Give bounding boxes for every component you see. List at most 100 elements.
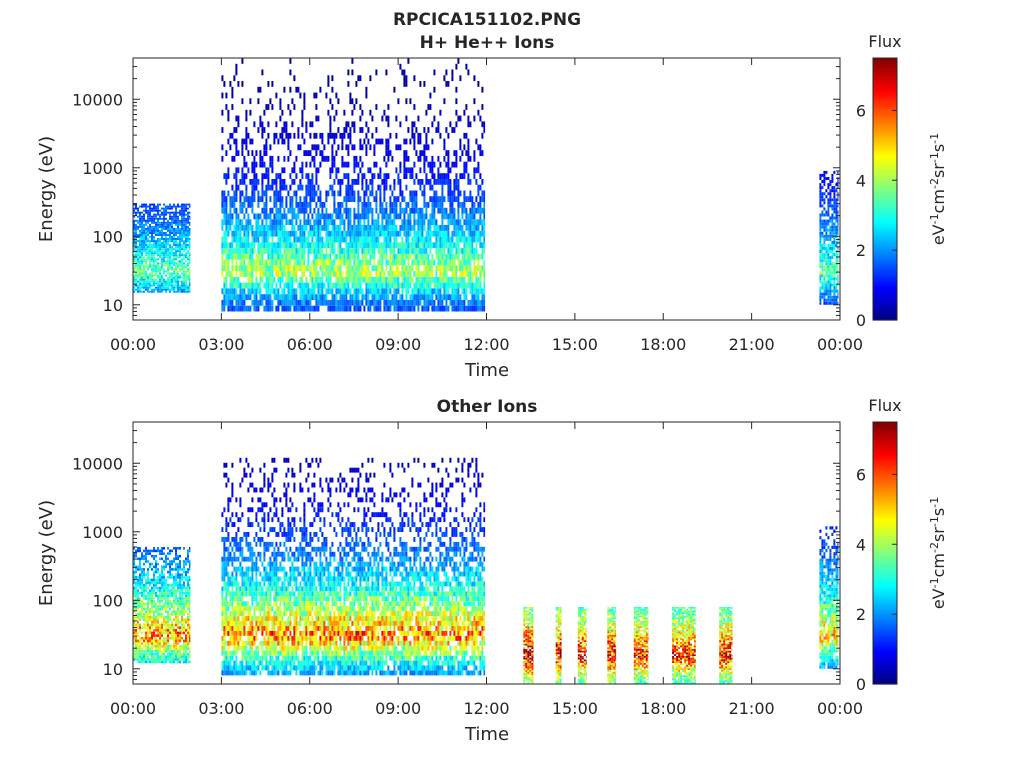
flux-cell	[263, 230, 266, 237]
flux-cell	[147, 570, 149, 574]
flux-cell	[135, 549, 137, 553]
flux-cell	[171, 282, 173, 285]
flux-cell	[155, 650, 157, 653]
flux-cell	[135, 597, 137, 600]
flux-cell	[431, 294, 434, 300]
flux-cell	[401, 242, 404, 249]
flux-cell	[257, 236, 260, 243]
flux-cell	[177, 288, 179, 291]
flux-cell	[259, 213, 262, 220]
flux-cell	[175, 217, 177, 220]
flux-cell	[423, 225, 426, 231]
x-tick-label: 09:00	[375, 335, 421, 354]
flux-cell	[451, 265, 454, 272]
flux-cell	[401, 69, 404, 76]
flux-cell	[459, 115, 462, 122]
flux-cell	[277, 190, 280, 197]
flux-cell	[447, 81, 450, 87]
flux-cell	[249, 109, 252, 116]
flux-cell	[479, 282, 482, 289]
flux-cell	[359, 236, 362, 243]
flux-cell	[281, 299, 284, 306]
flux-cell	[269, 265, 272, 272]
flux-cell	[279, 207, 282, 214]
flux-cell	[359, 265, 362, 272]
flux-cell	[831, 289, 834, 293]
flux-cell	[155, 605, 157, 608]
flux-cell	[821, 268, 824, 272]
flux-cell	[459, 265, 462, 272]
flux-cell	[147, 613, 149, 616]
flux-cell	[143, 227, 145, 230]
flux-cell	[411, 127, 414, 133]
flux-cell	[373, 230, 376, 237]
flux-cell	[825, 213, 828, 217]
flux-cell	[149, 623, 151, 627]
flux-cell	[291, 167, 294, 174]
flux-cell	[345, 202, 348, 208]
flux-cell	[435, 242, 438, 249]
flux-cell	[263, 259, 266, 266]
flux-cell	[275, 219, 278, 226]
flux-cell	[235, 150, 238, 156]
flux-cell	[443, 276, 446, 283]
flux-cell	[139, 264, 141, 267]
flux-cell	[275, 121, 278, 128]
flux-cell	[185, 238, 187, 240]
flux-cell	[429, 248, 432, 254]
flux-cell	[325, 155, 328, 162]
flux-cell	[349, 230, 352, 237]
flux-cell	[313, 155, 316, 162]
flux-cell	[183, 250, 185, 253]
flux-cell	[139, 660, 141, 664]
flux-cell	[173, 278, 175, 281]
flux-cell	[351, 276, 354, 283]
flux-cell	[399, 305, 402, 312]
flux-cell	[175, 262, 177, 265]
flux-cell	[189, 252, 191, 255]
flux-cell	[183, 258, 185, 261]
flux-cell	[445, 294, 448, 300]
flux-cell	[321, 155, 324, 162]
flux-cell	[159, 272, 161, 275]
flux-cell	[441, 276, 444, 283]
flux-cell	[189, 234, 191, 236]
flux-cell	[319, 86, 322, 93]
flux-cell	[141, 605, 143, 608]
flux-cell	[417, 219, 420, 226]
flux-cell	[819, 183, 822, 187]
flux-cell	[389, 242, 392, 249]
flux-cell	[331, 242, 334, 249]
flux-cell	[233, 248, 236, 254]
flux-cell	[189, 290, 191, 293]
flux-cell	[453, 253, 456, 260]
flux-cell	[471, 242, 474, 249]
flux-cell	[349, 190, 352, 197]
colorbar-swatch	[873, 106, 897, 109]
flux-cell	[159, 217, 161, 220]
flux-cell	[147, 290, 149, 293]
flux-cell	[185, 227, 187, 230]
flux-cell	[241, 81, 244, 87]
flux-cell	[289, 236, 292, 243]
flux-cell	[137, 240, 139, 243]
flux-cell	[425, 202, 428, 208]
flux-cell	[355, 242, 358, 249]
flux-cell	[319, 299, 322, 306]
flux-cell	[145, 238, 147, 240]
flux-cell	[231, 236, 234, 243]
flux-cell	[147, 288, 149, 291]
flux-cell	[403, 150, 406, 156]
flux-cell	[465, 104, 468, 110]
flux-cell	[147, 234, 149, 236]
flux-cell	[149, 578, 151, 582]
flux-cell	[435, 276, 438, 283]
flux-cell	[149, 213, 151, 216]
flux-cell	[137, 284, 139, 287]
flux-cell	[283, 288, 286, 295]
flux-cell	[837, 301, 839, 305]
flux-cell	[285, 305, 288, 312]
flux-cell	[453, 305, 456, 312]
flux-cell	[401, 190, 404, 197]
flux-cell	[149, 594, 151, 598]
